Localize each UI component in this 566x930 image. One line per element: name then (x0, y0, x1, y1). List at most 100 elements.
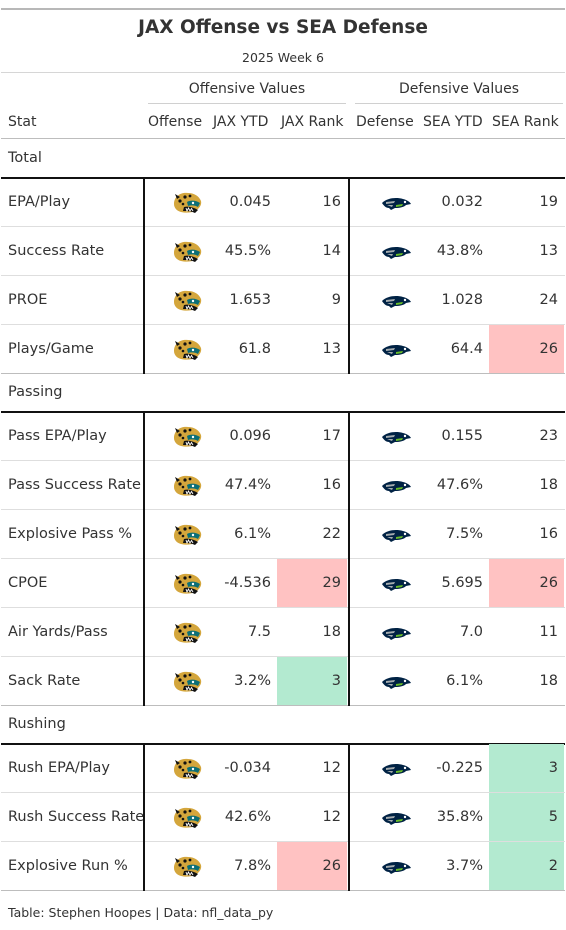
stat-cell: Explosive Pass % (8, 526, 133, 542)
sea-rank-cell: 18 (539, 673, 558, 689)
sea-rank-cell: 13 (539, 243, 558, 259)
sea-rank-cell: 19 (539, 194, 558, 210)
group-label-total: Total (8, 150, 42, 166)
col-header-stat: Stat (8, 114, 37, 130)
row-divider (1, 841, 565, 842)
jaguars-logo-icon (173, 856, 202, 878)
jax-rank-cell: 16 (322, 477, 341, 493)
stat-cell: Rush EPA/Play (8, 760, 110, 776)
sea-ytd-cell: 35.8% (436, 809, 483, 825)
seahawks-logo-icon (382, 345, 411, 357)
sea-ytd-cell: -0.225 (436, 760, 483, 776)
column-separator (143, 743, 145, 891)
seahawks-logo-icon (382, 432, 411, 444)
jax-rank-cell: 12 (322, 760, 341, 776)
seahawks-logo-icon (382, 296, 411, 308)
jaguars-logo-icon (173, 241, 202, 263)
jax-ytd-cell: 61.8 (238, 341, 271, 357)
table-row: Plays/Game 61.8 13 64.4 26 (1, 325, 565, 374)
jax-ytd-cell: -0.034 (224, 760, 271, 776)
jax-rank-cell: 29 (277, 559, 347, 608)
jax-rank-cell: 22 (322, 526, 341, 542)
stat-cell: Pass EPA/Play (8, 428, 107, 444)
table-subtitle: 2025 Week 6 (242, 50, 324, 65)
row-divider (1, 324, 565, 325)
row-divider (1, 275, 565, 276)
jax-ytd-cell: -4.536 (224, 575, 271, 591)
jax-rank-cell: 9 (331, 292, 341, 308)
seahawks-logo-icon (382, 579, 411, 591)
sea-ytd-cell: 0.155 (441, 428, 483, 444)
jax-rank-cell: 17 (322, 428, 341, 444)
jaguars-logo-icon (173, 573, 202, 595)
sea-rank-cell: 26 (489, 559, 564, 608)
seahawks-logo-icon (382, 628, 411, 640)
col-header-sea-ytd: SEA YTD (423, 114, 483, 130)
table-row: Rush Success Rate 42.6% 12 35.8% 5 (1, 793, 565, 842)
column-separator (348, 743, 350, 891)
stat-cell: Rush Success Rate (8, 809, 145, 825)
row-divider (1, 558, 565, 559)
defensive-values-spanner: Defensive Values (398, 81, 520, 97)
group-top-rule (1, 743, 565, 745)
stat-cell: Plays/Game (8, 341, 94, 357)
jax-ytd-cell: 6.1% (234, 526, 271, 542)
seahawks-logo-icon (382, 813, 411, 825)
col-header-offense: Offense (148, 114, 203, 130)
table-row: PROE 1.653 9 1.028 24 (1, 276, 565, 325)
column-separator (348, 177, 350, 374)
col-header-jax-ytd: JAX YTD (213, 114, 269, 130)
group-label-rushing: Rushing (8, 716, 66, 732)
column-separator (348, 411, 350, 706)
stat-cell: PROE (8, 292, 48, 308)
stat-cell: Pass Success Rate (8, 477, 141, 493)
sea-ytd-cell: 1.028 (441, 292, 483, 308)
table-footer: Table: Stephen Hoopes | Data: nfl_data_p… (8, 905, 274, 920)
row-divider (1, 792, 565, 793)
table-row: Pass EPA/Play 0.096 17 0.155 23 (1, 412, 565, 461)
sea-ytd-cell: 7.0 (459, 624, 483, 640)
row-divider (1, 373, 565, 374)
col-header-sea-rank: SEA Rank (492, 114, 559, 130)
jax-ytd-cell: 0.096 (229, 428, 271, 444)
jax-ytd-cell: 7.8% (234, 858, 271, 874)
jax-ytd-cell: 47.4% (224, 477, 271, 493)
top-rule (1, 8, 565, 10)
sea-ytd-cell: 7.5% (446, 526, 483, 542)
row-divider (1, 509, 565, 510)
seahawks-logo-icon (382, 764, 411, 776)
table-row: Explosive Pass % 6.1% 22 7.5% 16 (1, 510, 565, 559)
row-divider (1, 460, 565, 461)
group-top-rule (1, 411, 565, 413)
jax-rank-cell: 14 (322, 243, 341, 259)
jaguars-logo-icon (173, 426, 202, 448)
jax-rank-cell: 16 (322, 194, 341, 210)
col-header-jax-rank: JAX Rank (281, 114, 344, 130)
stat-cell: CPOE (8, 575, 48, 591)
sea-rank-cell: 11 (539, 624, 558, 640)
stat-cell: Air Yards/Pass (8, 624, 108, 640)
sea-rank-cell: 18 (539, 477, 558, 493)
seahawks-logo-icon (382, 677, 411, 689)
header-rule (1, 72, 565, 73)
jax-ytd-cell: 0.045 (229, 194, 271, 210)
sea-rank-cell: 16 (539, 526, 558, 542)
jaguars-logo-icon (173, 339, 202, 361)
table-row: CPOE -4.536 29 5.695 26 (1, 559, 565, 608)
sea-rank-cell: 26 (489, 325, 564, 374)
jaguars-logo-icon (173, 524, 202, 546)
table-row: Pass Success Rate 47.4% 16 47.6% 18 (1, 461, 565, 510)
offensive-spanner-rule (148, 103, 346, 104)
jaguars-logo-icon (173, 807, 202, 829)
sea-rank-cell: 5 (489, 793, 564, 842)
seahawks-logo-icon (382, 862, 411, 874)
jaguars-logo-icon (173, 671, 202, 693)
jax-rank-cell: 3 (277, 657, 347, 706)
jaguars-logo-icon (173, 290, 202, 312)
row-divider (1, 607, 565, 608)
seahawks-logo-icon (382, 198, 411, 210)
table-title: JAX Offense vs SEA Defense (138, 17, 428, 38)
table-row: Air Yards/Pass 7.5 18 7.0 11 (1, 608, 565, 657)
table-row: Explosive Run % 7.8% 26 3.7% 2 (1, 842, 565, 891)
row-divider (1, 890, 565, 891)
